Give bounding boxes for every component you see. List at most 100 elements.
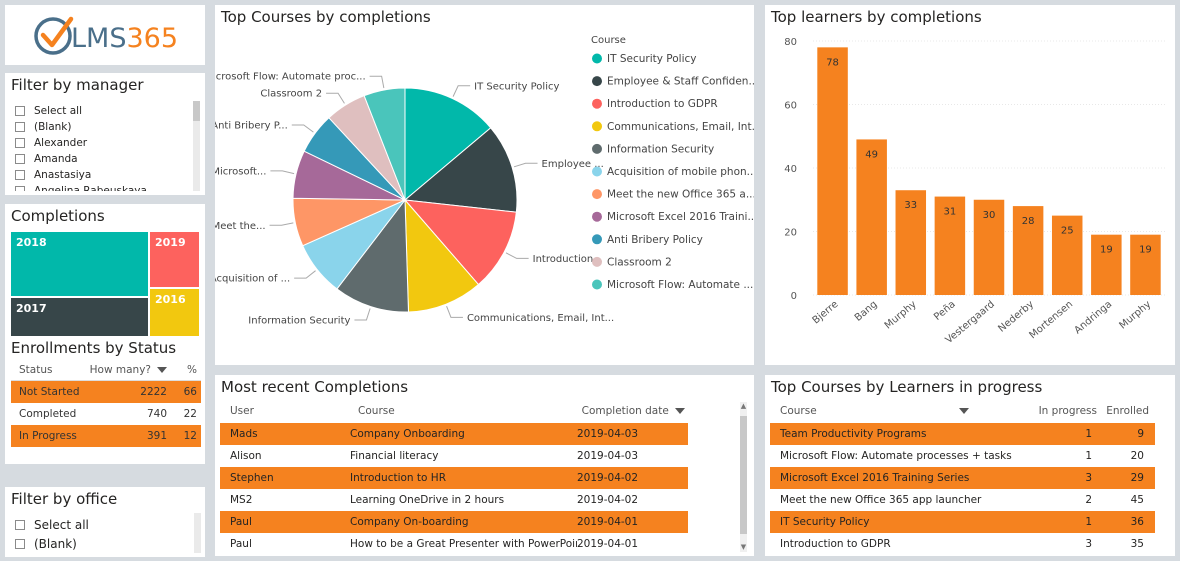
table-row[interactable]: MS2 Learning OneDrive in 2 hours 2019-04-0… [220, 489, 688, 511]
header-inprogress[interactable]: In progress [1038, 405, 1097, 417]
legend-item[interactable]: Introduction to GDPR [607, 98, 718, 110]
cell-course: Learning OneDrive in 2 hours [350, 494, 505, 506]
status-row[interactable]: In Progress 391 12 [11, 425, 201, 447]
legend-marker[interactable] [592, 234, 602, 245]
pie-slice[interactable] [404, 87, 492, 202]
pie-slice[interactable] [403, 127, 518, 213]
manager-filter-item[interactable]: Amanda [15, 151, 147, 167]
bar[interactable] [817, 47, 848, 295]
recent-scrollbar[interactable]: ▲ ▼ [740, 402, 747, 552]
y-tick-label: 40 [784, 164, 797, 175]
x-tick-label: Murphy [883, 299, 919, 332]
treemap-2017[interactable]: 2017 [11, 298, 148, 336]
manager-filter-item[interactable]: Select all [15, 103, 147, 119]
table-row[interactable]: Paul How to be a Great Presenter with Pow… [220, 533, 688, 555]
table-row[interactable]: Stephen Introduction to HR 2019-04-02 [220, 467, 688, 489]
header-howmany[interactable]: How many? [89, 364, 167, 376]
manager-scrollbar[interactable] [193, 101, 200, 191]
header-course[interactable]: Course [780, 405, 1035, 417]
cell-enrolled: 36 [1130, 516, 1144, 528]
checkbox[interactable] [15, 538, 25, 549]
legend-item[interactable]: Microsoft Flow: Automate ... [607, 279, 753, 291]
table-row[interactable]: Paul Company On-boarding 2019-04-01 [220, 511, 688, 533]
table-row[interactable]: Introduction to GDPR 3 35 [770, 533, 1155, 555]
table-row[interactable]: Microsoft Flow: Automate processes + tas… [770, 445, 1155, 467]
checkbox[interactable] [15, 138, 25, 148]
legend-marker[interactable] [592, 76, 602, 87]
legend-marker[interactable] [592, 211, 602, 222]
bar[interactable] [934, 196, 966, 295]
checkbox[interactable] [15, 519, 25, 530]
legend-item[interactable]: Classroom 2 [607, 256, 672, 268]
legend-marker[interactable] [592, 98, 602, 109]
pie-slice[interactable] [363, 87, 406, 201]
checkbox[interactable] [15, 106, 25, 116]
checkbox[interactable] [15, 186, 25, 191]
pie-slice[interactable] [336, 198, 409, 313]
legend-item[interactable]: Communications, Email, Int... [607, 121, 754, 133]
checkbox[interactable] [15, 154, 25, 164]
legend-marker[interactable] [592, 121, 602, 132]
bar[interactable] [856, 139, 887, 295]
legend-item[interactable]: Acquisition of mobile phon... [607, 166, 754, 178]
office-filter-item[interactable]: (Blank) [15, 534, 89, 553]
legend-item[interactable]: Meet the new Office 365 a... [607, 189, 754, 201]
legend-marker[interactable] [592, 189, 602, 200]
checkbox[interactable] [15, 122, 25, 132]
legend-item[interactable]: Anti Bribery Policy [607, 234, 703, 246]
status-cell-count: 2222 [140, 386, 167, 398]
manager-filter-item[interactable]: Anastasiya [15, 167, 147, 183]
bar[interactable] [973, 199, 1005, 295]
header-date[interactable]: Completion date [582, 405, 690, 417]
treemap-2018[interactable]: 2018 [11, 232, 148, 296]
header-pct[interactable]: % [187, 363, 197, 376]
status-row[interactable]: Not Started 2222 66 [11, 381, 201, 403]
pie-slice[interactable] [403, 199, 517, 286]
bar[interactable] [895, 190, 927, 295]
bar[interactable] [1130, 234, 1161, 295]
legend-item[interactable]: IT Security Policy [607, 53, 697, 65]
table-row[interactable]: Mads Company Onboarding 2019-04-03 [220, 423, 688, 445]
header-enrolled[interactable]: Enrolled [1106, 405, 1149, 417]
top-learners-title: Top learners by completions [771, 8, 982, 26]
scroll-up-icon[interactable]: ▲ [740, 402, 747, 410]
cell-course: Introduction to GDPR [780, 538, 891, 550]
treemap-2019[interactable]: 2019 [150, 232, 199, 287]
cell-inprogress: 3 [1085, 472, 1092, 484]
treemap-2016[interactable]: 2016 [150, 289, 199, 336]
cell-inprogress: 3 [1085, 538, 1092, 550]
legend-marker[interactable] [592, 143, 602, 154]
status-row[interactable]: Completed 740 22 [11, 403, 201, 425]
legend-marker[interactable] [592, 53, 602, 64]
scroll-down-icon[interactable]: ▼ [740, 543, 747, 551]
table-row[interactable]: IT Security Policy 1 36 [770, 511, 1155, 533]
pie-leader-line [270, 170, 295, 175]
manager-filter-item[interactable]: Angelina Rabeuskaya [15, 183, 147, 191]
bar[interactable] [1051, 215, 1083, 295]
header-user[interactable]: User [230, 405, 254, 417]
table-row[interactable]: Microsoft Excel 2016 Training Series 3 29 [770, 467, 1155, 489]
header-course[interactable]: Course [358, 405, 395, 417]
table-row[interactable]: Alison Financial literacy 2019-04-03 [220, 445, 688, 467]
manager-filter-item[interactable]: (Blank) [15, 119, 147, 135]
bar[interactable] [1091, 234, 1122, 295]
bar-chart: 02040608078Bjerre49Bang33Murphy31Peña30V… [784, 37, 1165, 346]
legend-item[interactable]: Information Security [607, 143, 714, 155]
manager-filter-item[interactable]: Alexander [15, 135, 147, 151]
office-filter-item[interactable]: Select all [15, 515, 89, 534]
recent-scroll-thumb[interactable] [740, 416, 747, 534]
bar[interactable] [1012, 206, 1044, 295]
checkbox[interactable] [15, 170, 25, 180]
manager-scroll-thumb[interactable] [193, 101, 200, 121]
table-row[interactable]: Meet the new Office 365 app launcher 2 45 [770, 489, 1155, 511]
legend-item[interactable]: Employee & Staff Confiden... [607, 76, 754, 88]
pie-slice[interactable] [404, 198, 480, 313]
legend-marker[interactable] [592, 256, 602, 267]
header-status[interactable]: Status [19, 363, 53, 376]
table-row[interactable]: Team Productivity Programs 1 9 [770, 423, 1155, 445]
legend-item[interactable]: Microsoft Excel 2016 Traini... [607, 211, 754, 223]
office-scrollbar[interactable] [194, 513, 201, 553]
legend-marker[interactable] [592, 166, 602, 177]
legend-marker[interactable] [592, 279, 602, 290]
bar-data-label: 19 [1100, 245, 1113, 256]
